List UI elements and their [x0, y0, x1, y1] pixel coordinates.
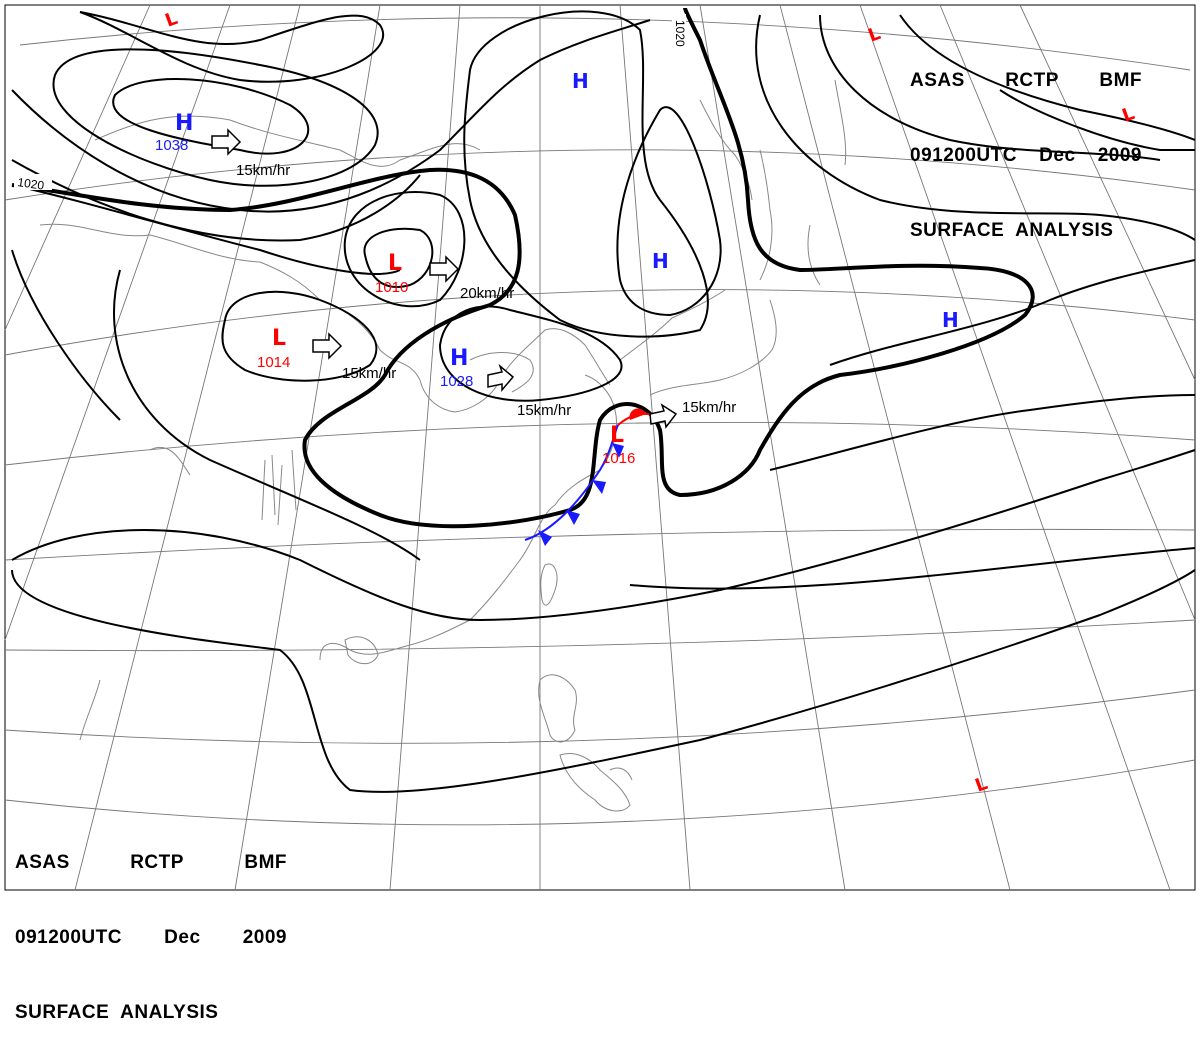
low-center-symbol: L	[865, 23, 883, 47]
low-center-symbol: L	[272, 326, 286, 351]
isobar-1010-inner	[363, 227, 434, 288]
isobar-lower	[629, 547, 1196, 590]
isobar-mid-b	[11, 449, 1196, 622]
header-month: Dec	[164, 927, 201, 948]
header-station: RCTP	[1005, 70, 1059, 91]
isobar-east-arc-2	[819, 14, 1161, 161]
header-time: 091200UTC	[910, 145, 1017, 166]
isobar-labels: 1020 1020	[14, 14, 687, 193]
isobar-right-mid	[769, 394, 1196, 471]
motion-arrow	[312, 332, 343, 360]
header-line-2: 091200UTC Dec 2009	[910, 143, 1142, 168]
high-center-symbol: H	[572, 69, 589, 93]
isobar-mid-a	[113, 269, 421, 561]
high-center-value: 1028	[440, 373, 473, 390]
header-product: ASAS	[910, 70, 965, 91]
isobar-ne-low	[999, 89, 1195, 152]
surface-analysis-map: 15km/hr 20km/hr 15km/hr 15km/hr 15km/hr …	[4, 4, 1196, 891]
motion-label: 15km/hr	[342, 365, 396, 382]
motion-label: 15km/hr	[236, 162, 290, 179]
low-center-symbol: L	[610, 423, 624, 448]
isobar-1020-left	[11, 184, 401, 275]
header-office: BMF	[1099, 70, 1142, 91]
header-office: BMF	[244, 852, 287, 873]
motion-label: 20km/hr	[460, 285, 514, 302]
header-station: RCTP	[130, 852, 184, 873]
header-product: ASAS	[15, 852, 70, 873]
coastlines	[39, 79, 847, 812]
isobar-top-left	[79, 11, 384, 83]
header-line-1: ASAS RCTP BMF	[910, 68, 1142, 93]
isobar-east-arc-3	[899, 14, 1196, 141]
warm-front-semicircle	[629, 408, 646, 420]
isobar-mid-h	[616, 106, 722, 317]
isobar-label: 1020	[17, 175, 46, 193]
motion-arrow	[487, 363, 515, 393]
low-center-symbol: L	[388, 251, 402, 276]
motion-labels: 15km/hr 20km/hr 15km/hr 15km/hr 15km/hr	[236, 162, 736, 419]
low-center-value: 1010	[375, 279, 408, 296]
high-center-symbol: H	[942, 308, 959, 332]
motion-arrows	[211, 128, 678, 429]
isobar-east-arc	[755, 14, 1196, 241]
isobar-north-h	[463, 10, 709, 338]
chart-header-top: ASAS RCTP BMF 091200UTC Dec 2009 SURFACE…	[910, 18, 1142, 268]
motion-arrow	[649, 403, 678, 429]
isobar-1020-main	[11, 7, 1035, 529]
isobar-1014	[221, 290, 378, 382]
low-center-symbol: L	[162, 8, 180, 32]
cold-front-triangle	[566, 510, 580, 525]
motion-arrow	[429, 255, 460, 283]
low-center-value: 1016	[602, 450, 635, 467]
cold-front	[524, 424, 624, 546]
map-frame	[4, 4, 1196, 891]
high-center-symbol: H	[175, 111, 193, 136]
isobar-1038-inner	[112, 77, 310, 155]
isobar-1038-outer	[52, 48, 379, 187]
high-center-symbol: H	[652, 249, 669, 273]
cold-front-triangle	[592, 480, 606, 494]
isobars-thick	[11, 7, 1035, 529]
high-center-symbol: H	[450, 346, 468, 371]
header-year: 2009	[242, 927, 287, 948]
isobar-south	[11, 569, 1196, 793]
isobar-upper-band	[11, 19, 651, 213]
motion-label: 15km/hr	[682, 399, 736, 416]
isobar-label: 1020	[673, 20, 687, 47]
header-month: Dec	[1039, 145, 1076, 166]
header-title: SURFACE ANALYSIS	[15, 1002, 219, 1023]
isobar-left-column	[11, 249, 121, 421]
chart-header-bottom: ASAS RCTP BMF 091200UTC Dec 2009 SURFACE…	[15, 800, 287, 1050]
isobar-right-upper	[829, 259, 1196, 366]
header-line-2: 091200UTC Dec 2009	[15, 925, 287, 950]
motion-label: 15km/hr	[517, 402, 571, 419]
header-title: SURFACE ANALYSIS	[910, 220, 1114, 241]
header-year: 2009	[1097, 145, 1142, 166]
isobar-1010-outer	[343, 191, 466, 308]
low-center-value: 1014	[257, 354, 290, 371]
cold-front-triangle	[538, 530, 552, 546]
cold-front-triangle	[612, 443, 624, 458]
high-center-value: 1038	[155, 137, 188, 154]
header-time: 091200UTC	[15, 927, 122, 948]
motion-arrow	[211, 128, 242, 156]
header-line-1: ASAS RCTP BMF	[15, 850, 287, 875]
